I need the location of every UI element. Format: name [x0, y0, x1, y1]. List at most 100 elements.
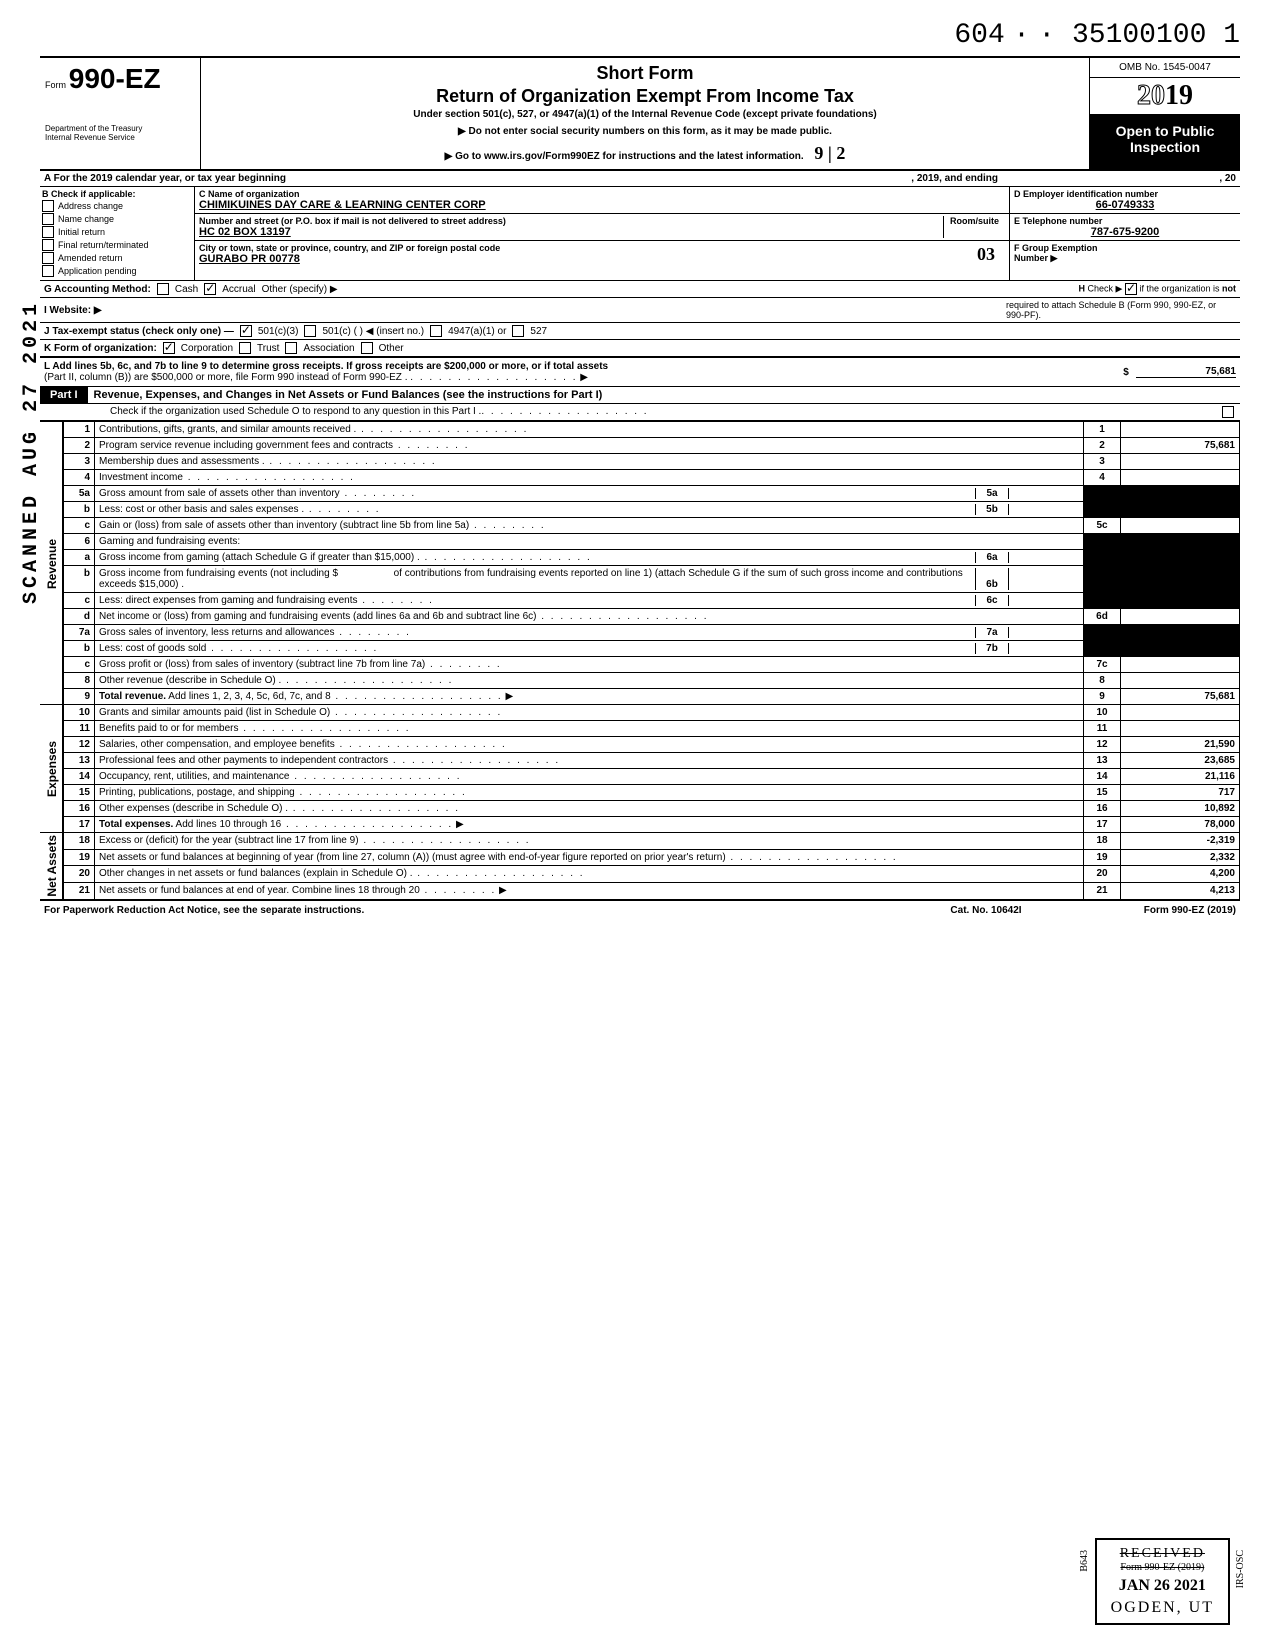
checkbox-amended-return[interactable] — [42, 252, 54, 264]
label-4947: 4947(a)(1) or — [448, 326, 506, 337]
line-13-val: 23,685 — [1121, 753, 1240, 769]
checkbox-association[interactable] — [285, 342, 297, 354]
checkbox-application-pending[interactable] — [42, 265, 54, 277]
value-phone: 787-675-9200 — [1014, 226, 1236, 238]
part1-sub: Check if the organization used Schedule … — [40, 404, 1240, 421]
line-7b-desc: Less: cost of goods sold — [99, 643, 206, 654]
footer-left: For Paperwork Reduction Act Notice, see … — [44, 905, 886, 916]
value-city: GURABO PR 00778 — [199, 253, 967, 265]
label-501c3: 501(c)(3) — [258, 326, 299, 337]
checkbox-501c3[interactable] — [240, 325, 252, 337]
label-accrual: Accrual — [222, 284, 255, 295]
line-10-num: 10 — [1084, 705, 1121, 721]
line-6c-desc: Less: direct expenses from gaming and fu… — [99, 595, 357, 606]
line-21-desc: Net assets or fund balances at end of ye… — [99, 885, 420, 896]
open-public-1: Open to Public — [1094, 123, 1236, 139]
line-6-desc: Gaming and fundraising events: — [95, 534, 1084, 550]
title-subtitle: Under section 501(c), 527, or 4947(a)(1)… — [211, 109, 1079, 120]
checkbox-schedule-o[interactable] — [1222, 406, 1234, 418]
received-location: OGDEN, UT — [1111, 1599, 1214, 1617]
line-9-num: 9 — [1084, 689, 1121, 705]
checkbox-name-change[interactable] — [42, 213, 54, 225]
row-a: A For the 2019 calendar year, or tax yea… — [40, 171, 1240, 187]
open-public-2: Inspection — [1094, 139, 1236, 155]
line-11-val — [1121, 721, 1240, 737]
line-4-val — [1121, 470, 1240, 486]
line-16-num: 16 — [1084, 801, 1121, 817]
label-group-exemption-1: F Group Exemption — [1014, 243, 1236, 253]
line-21-num: 21 — [1084, 882, 1121, 899]
footer: For Paperwork Reduction Act Notice, see … — [40, 900, 1240, 920]
label-trust: Trust — [257, 343, 279, 354]
line-2-num: 2 — [1084, 438, 1121, 454]
line-6d-desc: Net income or (loss) from gaming and fun… — [99, 611, 536, 622]
label-corporation: Corporation — [181, 343, 233, 354]
checkbox-501c[interactable] — [304, 325, 316, 337]
line-20-val: 4,200 — [1121, 866, 1240, 883]
checkbox-final-return[interactable] — [42, 239, 54, 251]
line-6b-subnum: 6b — [975, 568, 1009, 590]
stamp-top: 604 · · 35100100 1 — [40, 20, 1240, 51]
label-cash: Cash — [175, 284, 198, 295]
line-19-num: 19 — [1084, 849, 1121, 866]
handwritten-03: 03 — [967, 244, 1005, 265]
value-ein: 66-0749333 — [1014, 199, 1236, 211]
checkbox-corporation[interactable] — [163, 342, 175, 354]
col-de: D Employer identification number 66-0749… — [1010, 187, 1240, 280]
line-18-desc: Excess or (deficit) for the year (subtra… — [99, 835, 359, 846]
col-b: B Check if applicable: Address change Na… — [40, 187, 195, 280]
label-address-change: Address change — [58, 201, 123, 211]
line-5b-desc: Less: cost or other basis and sales expe… — [99, 504, 304, 515]
checkbox-trust[interactable] — [239, 342, 251, 354]
value-address: HC 02 BOX 13197 — [199, 226, 943, 238]
main-table: Revenue 1 Contributions, gifts, grants, … — [40, 421, 1240, 900]
section-revenue: Revenue — [40, 422, 63, 705]
checkbox-h[interactable] — [1125, 283, 1137, 295]
checkbox-other-org[interactable] — [361, 342, 373, 354]
checkbox-527[interactable] — [512, 325, 524, 337]
line-16-val: 10,892 — [1121, 801, 1240, 817]
line-5c-val — [1121, 518, 1240, 534]
section-expenses: Expenses — [40, 705, 63, 833]
line-1-desc: Contributions, gifts, grants, and simila… — [99, 424, 356, 435]
part1-badge: Part I — [40, 387, 88, 403]
line-12-num: 12 — [1084, 737, 1121, 753]
checkbox-address-change[interactable] — [42, 200, 54, 212]
line-5b-subnum: 5b — [975, 504, 1009, 515]
line-12-desc: Salaries, other compensation, and employ… — [99, 739, 335, 750]
label-city: City or town, state or province, country… — [199, 243, 967, 253]
label-accounting-method: G Accounting Method: — [44, 284, 151, 295]
line-3-val — [1121, 454, 1240, 470]
checkbox-accrual[interactable] — [204, 283, 216, 295]
line-4-desc: Investment income — [99, 472, 183, 483]
line-15-desc: Printing, publications, postage, and shi… — [99, 787, 295, 798]
line-17-num: 17 — [1084, 817, 1121, 833]
label-address: Number and street (or P.O. box if mail i… — [199, 216, 943, 226]
checkbox-4947[interactable] — [430, 325, 442, 337]
line-19-desc: Net assets or fund balances at beginning… — [99, 852, 726, 863]
form-number: 990-EZ — [69, 63, 161, 94]
line-6d-num: 6d — [1084, 609, 1121, 625]
line-5a-desc: Gross amount from sale of assets other t… — [99, 488, 340, 499]
title-short-form: Short Form — [211, 63, 1079, 84]
label-ein: D Employer identification number — [1014, 189, 1236, 199]
checkbox-initial-return[interactable] — [42, 226, 54, 238]
value-org-name: CHIMIKUINES DAY CARE & LEARNING CENTER C… — [199, 199, 1005, 211]
received-line1: RECEIVED — [1111, 1546, 1214, 1562]
line-18-val: -2,319 — [1121, 833, 1240, 850]
row-a-mid: , 2019, and ending — [907, 171, 1002, 186]
handwritten-912: 9 | 2 — [814, 143, 845, 163]
line-7b-subnum: 7b — [975, 643, 1009, 654]
checkbox-cash[interactable] — [157, 283, 169, 295]
received-strike: Form 990-EZ (2019) — [1111, 1562, 1214, 1573]
part1-title: Revenue, Expenses, and Changes in Net As… — [88, 387, 609, 403]
line-l-amount: 75,681 — [1136, 366, 1236, 378]
instr-ssn: ▶ Do not enter social security numbers o… — [211, 126, 1079, 137]
line-3-num: 3 — [1084, 454, 1121, 470]
row-a-right: , 20 — [1002, 171, 1240, 186]
line-14-num: 14 — [1084, 769, 1121, 785]
label-website: I Website: ▶ — [44, 305, 102, 316]
line-11-desc: Benefits paid to or for members — [99, 723, 239, 734]
line-7c-desc: Gross profit or (loss) from sales of inv… — [99, 659, 425, 670]
line-3-desc: Membership dues and assessments . — [99, 456, 265, 467]
